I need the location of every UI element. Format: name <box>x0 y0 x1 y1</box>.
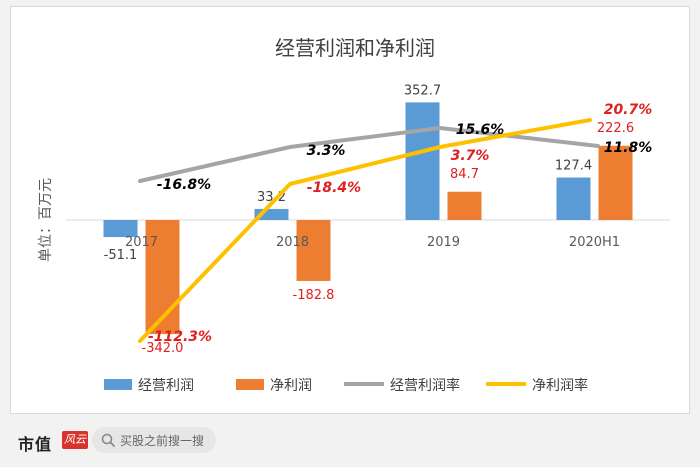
line-label-operating-margin-2020H1: 11.8% <box>604 140 653 156</box>
bar-operating-profit-2019 <box>405 102 440 220</box>
x-tick-label-2019: 2019 <box>427 235 460 250</box>
bar-label-net-profit-2017: -342.0 <box>142 341 184 356</box>
line-label-net-margin-2020H1: 20.7% <box>604 102 653 118</box>
footer-bar: 市值 风云 买股之前搜一搜 <box>0 416 700 467</box>
search-box[interactable]: 买股之前搜一搜 <box>92 427 216 453</box>
brand-logo-mark: 风云 <box>62 431 88 449</box>
legend-label-operating-margin: 经营利润率 <box>390 377 460 394</box>
bar-net-profit-2020H1 <box>598 145 633 220</box>
bar-label-net-profit-2018: -182.8 <box>293 288 335 303</box>
line-label-net-margin-2018: -18.4% <box>307 180 361 196</box>
bar-label-operating-profit-2017: -51.1 <box>104 248 138 263</box>
line-net-margin <box>138 118 592 343</box>
chart-title: 经营利润和净利润 <box>275 36 435 60</box>
bar-operating-profit-2017 <box>103 220 138 238</box>
search-icon <box>101 433 115 447</box>
x-tick-label-2018: 2018 <box>276 235 309 250</box>
line-operating-margin <box>138 126 600 183</box>
bar-label-operating-profit-2020H1: 127.4 <box>555 159 592 174</box>
legend-label-net-profit: 净利润 <box>270 378 312 394</box>
bar-net-profit-2019 <box>447 191 482 220</box>
bar-label-net-profit-2020H1: 222.6 <box>597 121 634 136</box>
bar-label-net-profit-2019: 84.7 <box>450 167 479 182</box>
x-tick-label-2020H1: 2020H1 <box>569 235 620 250</box>
legend-label-net-margin: 净利润率 <box>532 377 588 394</box>
line-label-net-margin-2019: 3.7% <box>451 148 490 164</box>
bar-operating-profit-2020H1 <box>556 177 591 220</box>
legend-label-operating-profit: 经营利润 <box>138 378 194 394</box>
legend-swatch-net-profit <box>236 379 264 390</box>
x-tick-label-2017: 2017 <box>125 235 158 250</box>
line-label-operating-margin-2018: 3.3% <box>307 143 346 159</box>
line-label-operating-margin-2017: -16.8% <box>157 177 211 193</box>
y-axis-label: 单位：百万元 <box>38 178 54 262</box>
bar-net-profit-2018 <box>296 220 331 281</box>
legend-swatch-operating-profit <box>104 379 132 390</box>
bar-label-operating-profit-2019: 352.7 <box>404 83 441 98</box>
search-placeholder: 买股之前搜一搜 <box>120 434 205 448</box>
line-label-net-margin-2017: -112.3% <box>148 329 212 345</box>
line-label-operating-margin-2019: 15.6% <box>456 122 505 138</box>
brand-logo-text: 市值 <box>18 435 53 454</box>
bar-operating-profit-2018 <box>254 208 289 220</box>
